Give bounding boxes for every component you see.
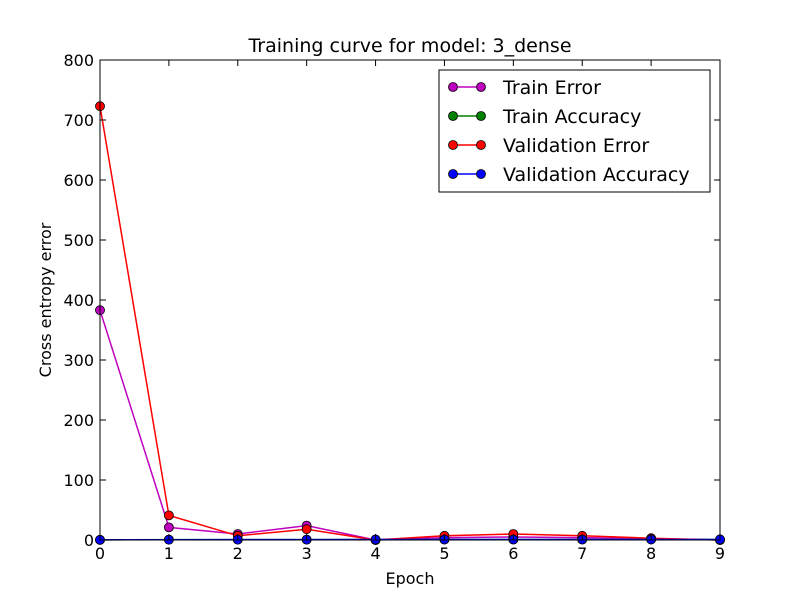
legend-marker <box>448 169 458 179</box>
legend: Train Error Train Accuracy Validation Erro… <box>438 69 711 193</box>
y-tick-label: 800 <box>63 51 94 70</box>
legend-marker <box>476 82 486 92</box>
y-tick-label: 400 <box>63 291 94 310</box>
series-line-train-error <box>99 309 721 541</box>
legend-marker <box>448 82 458 92</box>
legend-entry-label: Validation Accuracy <box>503 164 690 186</box>
y-tick-label: 500 <box>63 231 94 250</box>
x-tick-label: 5 <box>439 544 449 563</box>
data-point-validation-error <box>163 510 174 521</box>
y-axis-label: Cross entropy error <box>36 222 55 377</box>
legend-marker <box>476 169 486 179</box>
series-line-validation-error <box>99 106 721 541</box>
x-tick-label: 9 <box>715 544 725 563</box>
x-axis: 0 1 2 3 4 5 6 7 8 9 <box>95 60 725 563</box>
y-tick-label: 600 <box>63 171 94 190</box>
legend-entry-label: Train Accuracy <box>502 106 641 128</box>
y-axis: 0 100 200 300 400 500 600 700 800 <box>63 51 720 550</box>
x-tick-label: 4 <box>370 544 380 563</box>
x-tick-label: 0 <box>95 544 105 563</box>
legend-marker <box>476 140 486 150</box>
x-tick-label: 2 <box>233 544 243 563</box>
data-point-validation-error <box>301 524 312 535</box>
y-tick-label: 700 <box>63 111 94 130</box>
x-axis-label: Epoch <box>386 569 435 588</box>
legend-marker <box>448 111 458 121</box>
y-tick-label: 0 <box>84 531 94 550</box>
y-tick-label: 200 <box>63 411 94 430</box>
y-tick-label: 100 <box>63 471 94 490</box>
legend-marker <box>448 140 458 150</box>
x-tick-label: 6 <box>508 544 518 563</box>
x-tick-label: 7 <box>577 544 587 563</box>
x-tick-label: 1 <box>164 544 174 563</box>
legend-marker <box>476 111 486 121</box>
data-point-train-error <box>163 522 174 533</box>
legend-entry-label: Train Error <box>502 77 601 99</box>
x-tick-label: 8 <box>646 544 656 563</box>
chart-title: Training curve for model: 3_dense <box>247 35 571 57</box>
legend-entry-label: Validation Error <box>503 135 649 157</box>
x-tick-label: 3 <box>302 544 312 563</box>
y-tick-label: 300 <box>63 351 94 370</box>
